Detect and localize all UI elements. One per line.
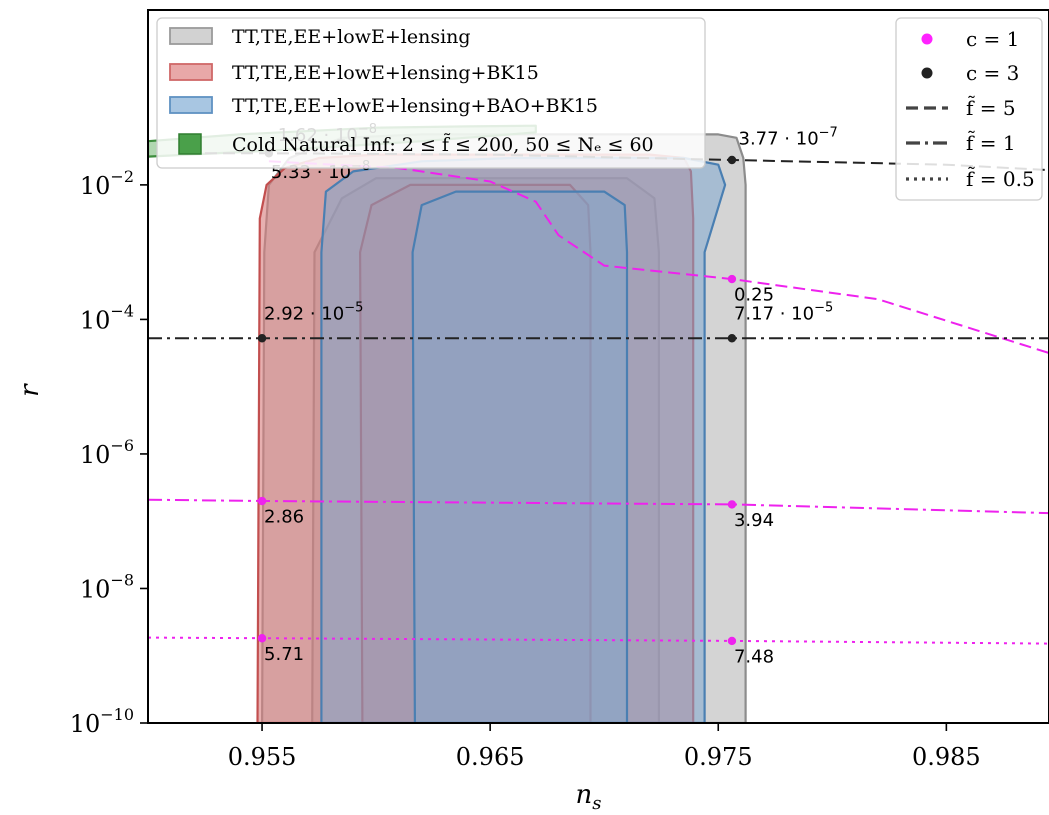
y-tick-label-0: 10−2: [80, 167, 134, 200]
x-axis-ticks: 0.955 0.965 0.975 0.985: [228, 723, 981, 771]
legend-left-swatch-3: [178, 133, 202, 155]
legend-left-label-0: TT,TE,EE+lowE+lensing: [232, 26, 471, 48]
y-tick-label-4: 10−10: [70, 705, 134, 738]
legend-datasets: TT,TE,EE+lowE+lensing TT,TE,EE+lowE+lensi…: [156, 17, 706, 169]
region-inner-2: [411, 190, 629, 723]
legend-right-label-1: c = 3: [966, 61, 1019, 85]
data-point-2: [257, 334, 267, 343]
data-point-4: [727, 274, 737, 284]
annotation-4: 2.92 · 10−5: [264, 300, 363, 324]
x-tick-label-2: 0.975: [684, 743, 753, 771]
annotation-2: 3.77 · 10−7: [739, 126, 838, 150]
x-tick-label-1: 0.965: [456, 743, 525, 771]
y-tick-label-3: 10−8: [80, 570, 134, 603]
legend-right-marker-1: [921, 67, 933, 79]
legend-left-swatch-0: [169, 27, 213, 45]
y-axis-ticks: 10−2 10−4 10−6 10−8 10−10: [70, 167, 148, 738]
data-point-8: [727, 636, 737, 646]
annotation-5: 7.17 · 10−5: [734, 300, 833, 324]
plot-frame: [147, 9, 1049, 724]
x-tick-label-0: 0.955: [228, 743, 297, 771]
legend-left-box: [156, 17, 706, 169]
x-axis-label: ns: [576, 780, 602, 814]
data-point-3: [727, 334, 737, 343]
series-line-3: [148, 498, 1049, 515]
legend-left-label-3: Cold Natural Inf: 2 ≤ f̃ ≤ 200, 50 ≤ Nₑ …: [232, 133, 654, 156]
legend-left-swatch-1: [169, 63, 213, 81]
legend-right-label-0: c = 1: [966, 27, 1019, 51]
annotation-7: 3.94: [734, 510, 774, 531]
series-line-1: [268, 160, 1049, 354]
data-point-6: [727, 500, 737, 509]
series-line-4: [148, 636, 1049, 645]
legend-models: c = 1 c = 3 f̃ = 5 f̃ = 1 f̃ = 0.5: [895, 17, 1043, 201]
legend-left-swatch-2: [169, 96, 213, 114]
data-point-5: [257, 496, 267, 506]
legend-right-marker-0: [921, 33, 933, 45]
legend-right-label-4: f̃ = 0.5: [966, 167, 1035, 191]
data-point-7: [257, 634, 267, 643]
legend-right-label-3: f̃ = 1: [966, 131, 1016, 155]
annotation-8: 5.71: [264, 644, 304, 665]
axis-labels: ns r: [15, 383, 602, 814]
confidence-regions: [148, 124, 747, 723]
y-axis-label: r: [15, 383, 45, 397]
annotation-6: 2.86: [264, 507, 304, 528]
legend-right-box: [895, 17, 1043, 201]
annotation-3: 0.25: [734, 285, 774, 306]
annotation-9: 7.48: [734, 646, 774, 667]
data-point-1: [727, 155, 737, 165]
y-tick-label-2: 10−6: [80, 436, 134, 469]
y-tick-label-1: 10−4: [80, 301, 134, 334]
legend-right-label-2: f̃ = 5: [966, 96, 1016, 120]
legend-left-label-1: TT,TE,EE+lowE+lensing+BK15: [232, 62, 539, 84]
legend-left-label-2: TT,TE,EE+lowE+lensing+BAO+BK15: [232, 95, 598, 117]
x-tick-label-3: 0.985: [912, 743, 981, 771]
